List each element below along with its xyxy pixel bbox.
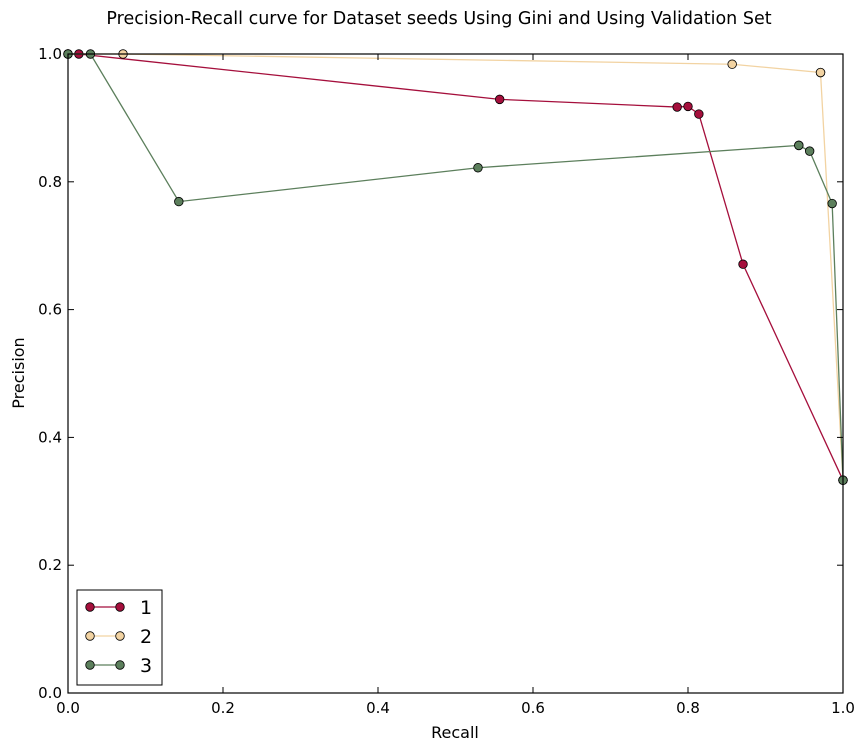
x-tick-label-4: 0.8 [676, 699, 700, 717]
chart-title: Precision-Recall curve for Dataset seeds… [106, 9, 771, 29]
series-2-point-2 [727, 59, 737, 69]
x-tick-label-2: 0.4 [366, 699, 390, 717]
series-1-point-4 [683, 101, 693, 112]
series-1-point-3 [672, 102, 682, 112]
legend-entry-1: 1 [85, 597, 152, 619]
series-3-point-3 [473, 163, 483, 173]
series-2-point-4 [815, 67, 826, 78]
series-3-point-7 [827, 198, 837, 209]
x-axis-label: Recall [431, 723, 479, 742]
series-3-point-6 [804, 146, 815, 156]
series-1-line [68, 53, 844, 481]
y-tick-label-3: 0.6 [38, 301, 62, 319]
series-1-point-5 [694, 109, 704, 119]
legend-marker-start-2 [85, 631, 95, 641]
x-tick-label-0: 0.0 [56, 699, 80, 717]
y-tick-label-4: 0.8 [38, 173, 62, 191]
series-2-line [68, 53, 844, 481]
x-tick-label-3: 0.6 [521, 699, 545, 717]
legend-marker-end-1 [115, 602, 125, 612]
legend-marker-start-3 [85, 660, 95, 670]
series-1-point-6 [738, 259, 748, 269]
legend-entry-3: 3 [85, 655, 152, 677]
series-3-line [68, 53, 844, 481]
series-1-point-2 [494, 94, 505, 105]
series-2 [63, 49, 848, 485]
series-3-point-5 [794, 140, 804, 151]
y-axis-label: Precision [9, 337, 28, 408]
legend-marker-start-1 [85, 602, 95, 612]
y-tick-label-1: 0.2 [38, 556, 62, 574]
x-tick-label-5: 1.0 [831, 699, 855, 717]
series-3-point-2 [174, 196, 184, 207]
legend-label-3: 3 [140, 655, 152, 677]
legend-entry-2: 2 [85, 626, 152, 648]
legend-marker-end-2 [115, 631, 125, 641]
legend-label-1: 1 [140, 597, 152, 619]
axis-ticks: 0.0 0.2 0.4 0.6 0.8 1.0 0.0 0.2 0.4 0.6 0.8 1.0 [38, 45, 855, 717]
y-tick-label-2: 0.4 [38, 428, 62, 446]
legend-label-2: 2 [140, 626, 152, 648]
legend-marker-end-3 [115, 660, 125, 670]
y-tick-label-5: 1.0 [38, 45, 62, 63]
series-3 [63, 49, 848, 485]
plot-area [63, 49, 848, 485]
x-tick-label-1: 0.2 [211, 699, 235, 717]
y-tick-label-0: 0.0 [38, 684, 62, 702]
series-1 [63, 49, 848, 485]
plot-frame [67, 53, 844, 694]
legend: 1 2 3 [76, 589, 163, 686]
